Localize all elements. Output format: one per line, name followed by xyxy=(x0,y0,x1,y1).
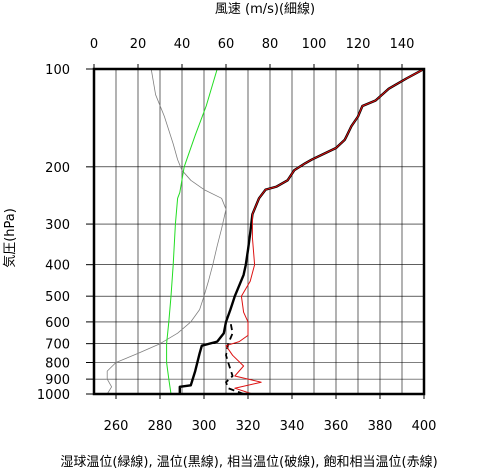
x-bottom-tick-label: 320 xyxy=(236,419,261,434)
series-line xyxy=(106,68,227,395)
x-top-tick-label: 40 xyxy=(174,37,191,52)
x-bottom-tick-label: 380 xyxy=(368,419,393,434)
x-top-tick-label: 100 xyxy=(302,37,327,52)
x-bottom-tick-label: 340 xyxy=(280,419,305,434)
x-bottom-tick-label: 400 xyxy=(412,419,437,434)
top-axis-title: 風速 (m/s)(細線) xyxy=(215,1,315,17)
caption: 湿球温位(緑線), 温位(黒線), 相当温位(破線), 飽和相当温位(赤線) xyxy=(60,454,437,470)
x-top-tick-label: 0 xyxy=(90,37,98,52)
y-tick-label: 200 xyxy=(45,161,70,176)
y-tick-label: 600 xyxy=(45,316,70,331)
y-tick-label: 100 xyxy=(45,63,70,78)
y-axis-title: 気圧(hPa) xyxy=(2,208,18,268)
y-tick-label: 700 xyxy=(45,338,70,353)
y-tick-label: 500 xyxy=(45,290,70,305)
x-top-tick-label: 120 xyxy=(346,37,371,52)
plot-frame xyxy=(92,67,426,396)
series-lines xyxy=(106,67,425,395)
grid xyxy=(94,68,424,395)
x-top-tick-label: 20 xyxy=(130,37,147,52)
x-bottom-tick-label: 280 xyxy=(148,419,173,434)
series-line xyxy=(225,68,425,395)
y-tick-label: 900 xyxy=(45,373,70,388)
series-line xyxy=(178,67,425,394)
y-tick-label: 800 xyxy=(45,357,70,372)
series-line xyxy=(166,68,218,395)
x-top-tick-label: 140 xyxy=(390,37,415,52)
x-top-tick-label: 80 xyxy=(262,37,279,52)
series-line xyxy=(225,321,244,395)
y-tick-label: 400 xyxy=(45,259,70,274)
x-bottom-tick-label: 360 xyxy=(324,419,349,434)
y-tick-label: 1000 xyxy=(37,388,70,403)
y-tick-label: 300 xyxy=(45,218,70,233)
x-top-tick-label: 60 xyxy=(218,37,235,52)
tick-labels: 260 280 300 320 340 360 380 400 0 20 40 60 80 100 120 1… xyxy=(37,37,437,434)
x-bottom-tick-label: 300 xyxy=(192,419,217,434)
x-bottom-tick-label: 260 xyxy=(104,419,129,434)
